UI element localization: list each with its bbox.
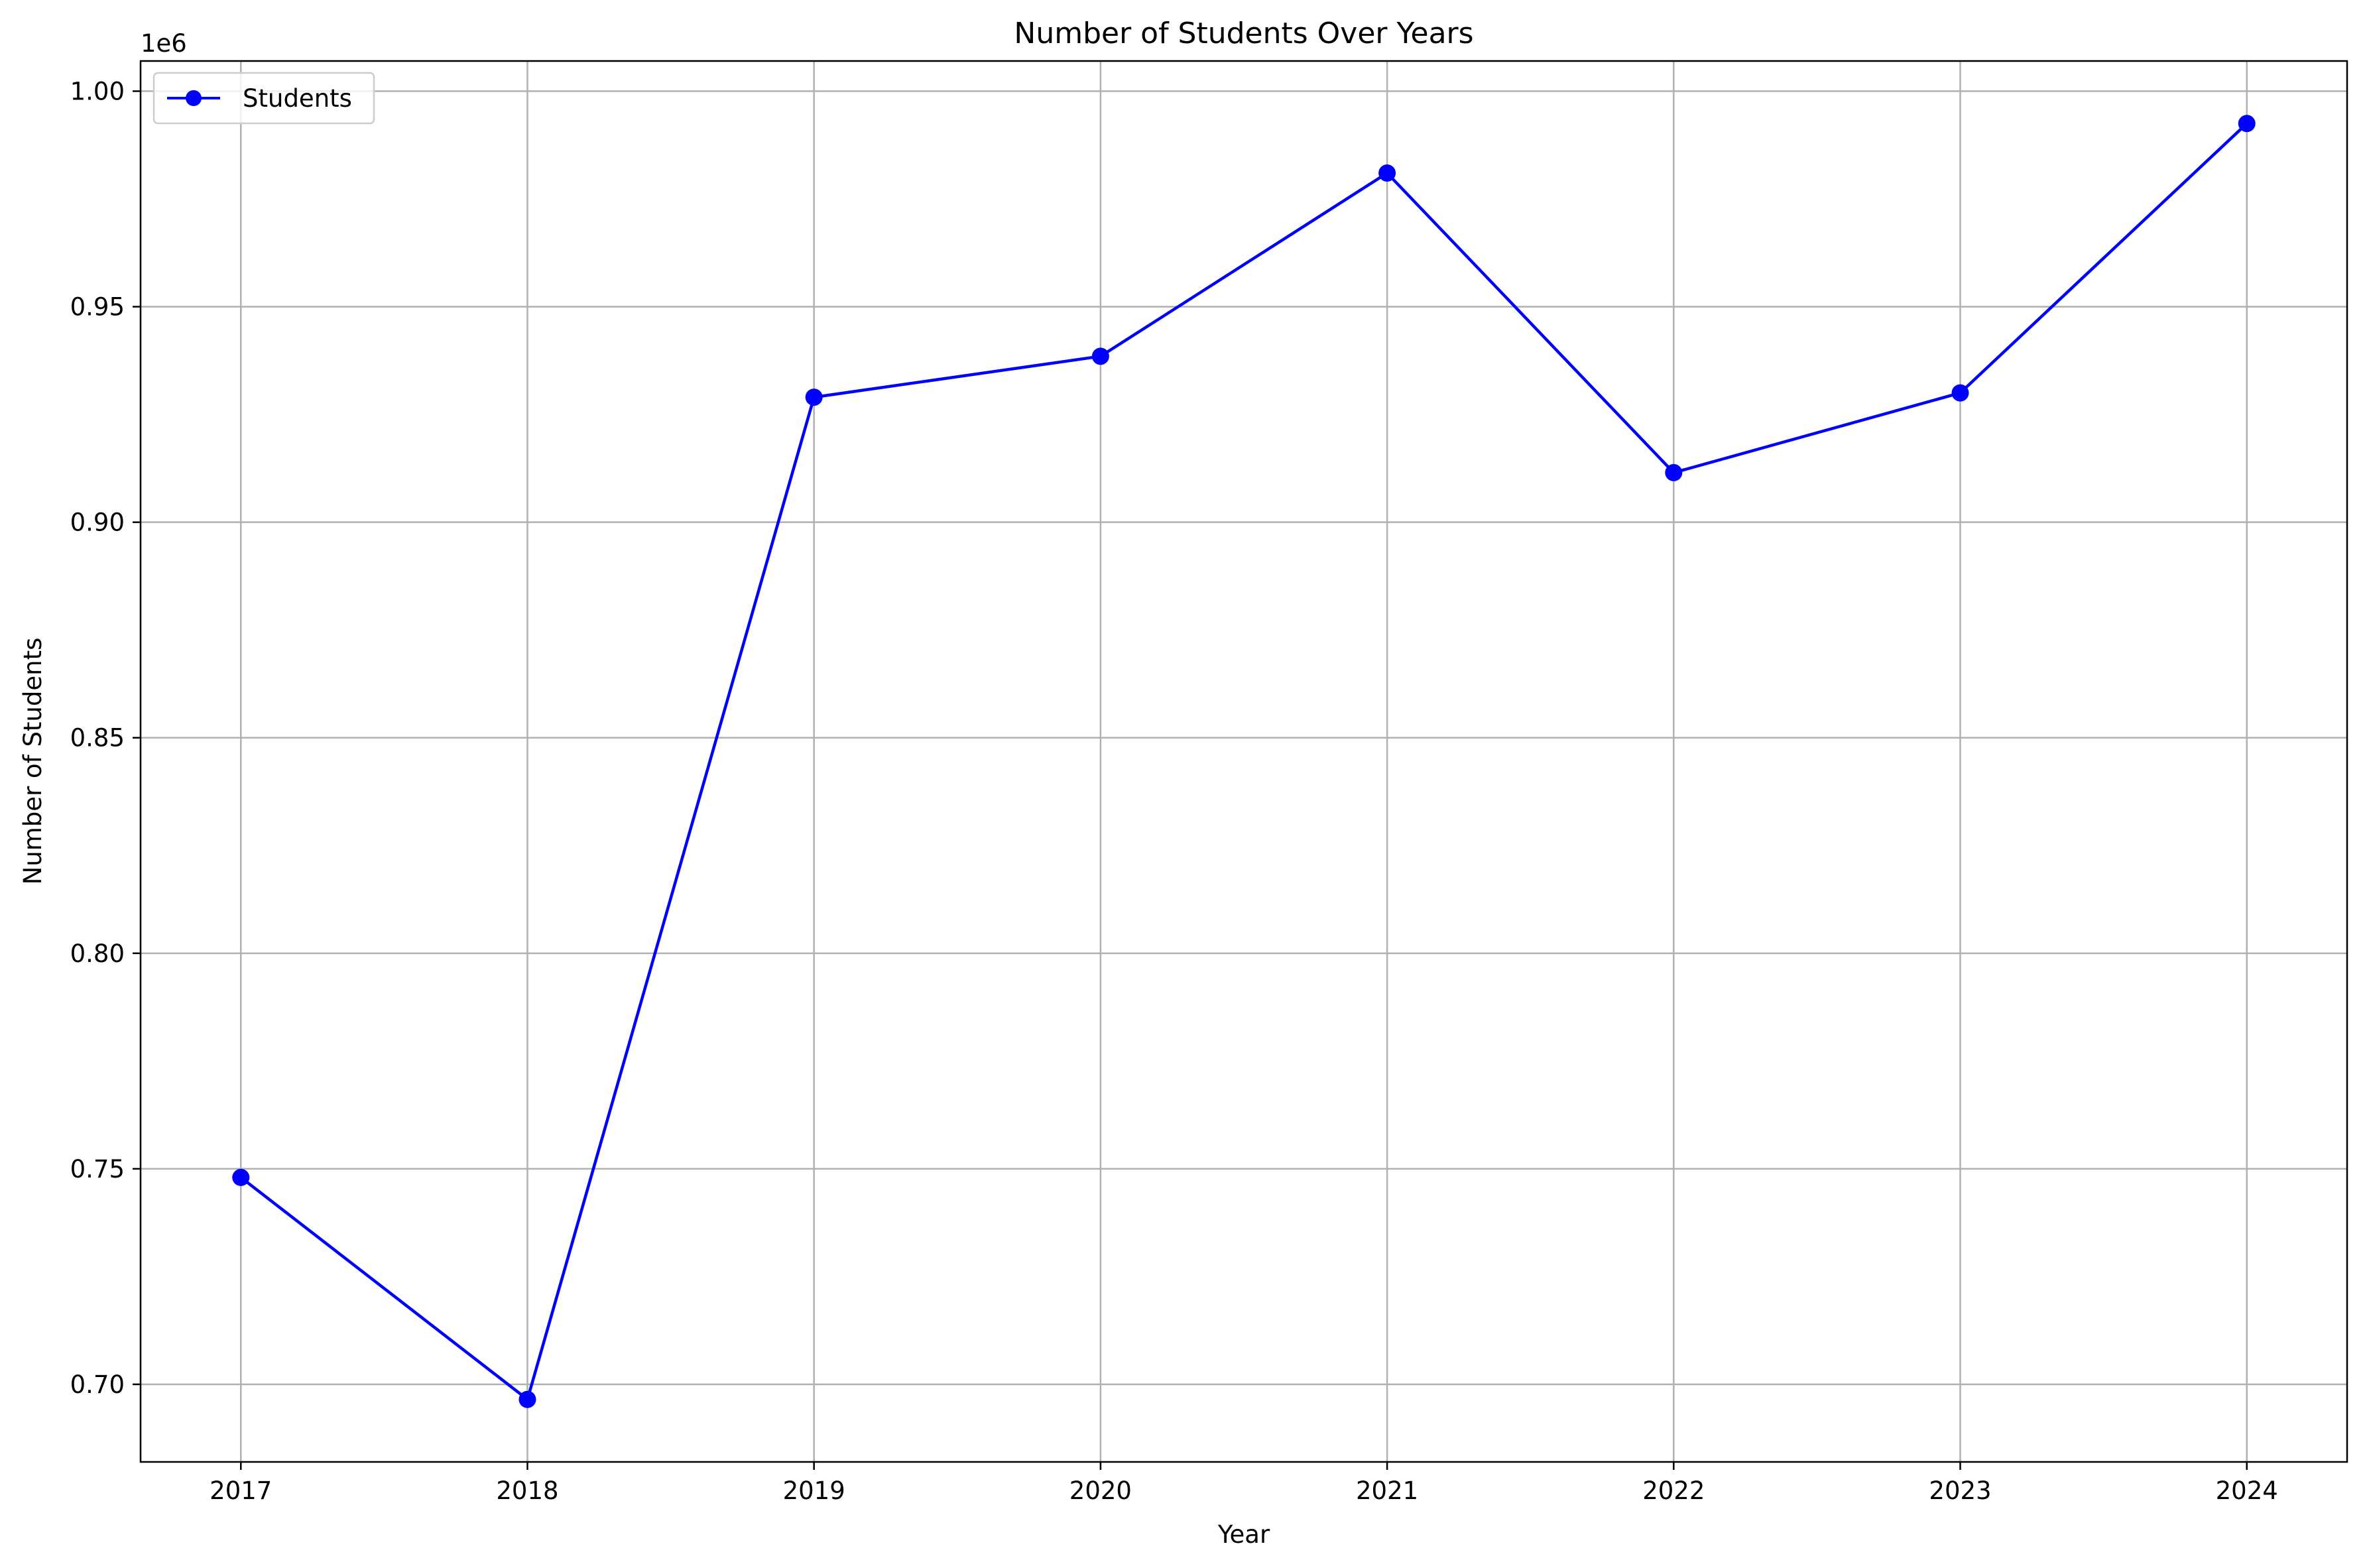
x-tick-label: 2022 — [1642, 1477, 1705, 1505]
series-markers — [232, 115, 2256, 1408]
legend-marker-sample — [186, 90, 202, 106]
series-lines — [239, 122, 2248, 1401]
legend-box — [152, 72, 375, 125]
data-point — [232, 1168, 250, 1186]
data-point — [1665, 463, 1683, 481]
x-tick-label: 2020 — [1069, 1477, 1132, 1505]
data-point — [2238, 115, 2256, 133]
y-tick-label: 0.80 — [70, 939, 125, 968]
data-point — [518, 1390, 536, 1408]
data-point — [1091, 347, 1109, 365]
y-tick-label: 0.70 — [70, 1370, 125, 1399]
data-point — [1378, 164, 1396, 182]
y-axis-label: Number of Students — [19, 638, 47, 885]
y-axis-ticks: 0.70 0.75 0.80 0.85 0.90 0.95 1.00 — [70, 78, 141, 1399]
y-tick-label: 0.95 — [70, 293, 125, 322]
x-axis-label: Year — [1217, 1520, 1270, 1549]
chart-title: Number of Students Over Years — [1014, 17, 1473, 50]
x-axis-ticks: 2017 2018 2019 2020 2021 2022 2023 2024 — [210, 1462, 2278, 1505]
y-axis-offset-label: 1e6 — [141, 29, 187, 58]
data-point — [1951, 384, 1969, 402]
plot-frame — [139, 60, 2348, 1463]
series-line-students — [239, 122, 2248, 1401]
grid-lines — [141, 61, 2347, 1462]
y-tick-label: 0.90 — [70, 509, 125, 537]
data-point — [805, 389, 823, 406]
y-tick-label: 1.00 — [70, 78, 125, 106]
legend-label: Students — [243, 84, 352, 113]
y-tick-label: 0.75 — [70, 1155, 125, 1183]
x-tick-label: 2024 — [2216, 1477, 2278, 1505]
x-tick-label: 2021 — [1356, 1477, 1418, 1505]
x-tick-label: 2023 — [1929, 1477, 1991, 1505]
x-tick-label: 2019 — [783, 1477, 845, 1505]
y-tick-label: 0.85 — [70, 724, 125, 753]
x-tick-label: 2017 — [210, 1477, 272, 1505]
legend: Students — [152, 72, 375, 125]
x-tick-label: 2018 — [496, 1477, 558, 1505]
